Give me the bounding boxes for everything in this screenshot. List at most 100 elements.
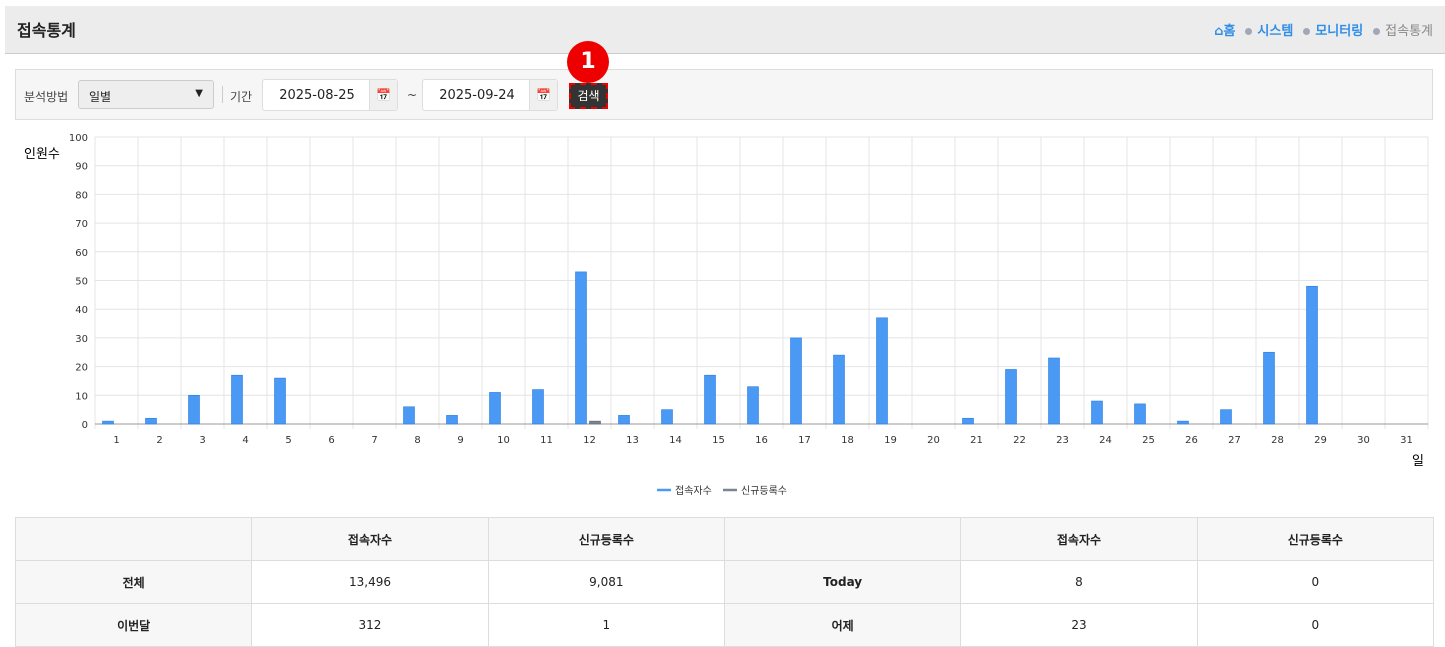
bar-visitors [962,417,974,425]
x-tick-label: 4 [242,435,248,446]
table-row: 이번달 312 1 어제 23 0 [14,603,1435,647]
bar-visitors [274,377,286,425]
header-cell: 신규등록수 [1196,517,1435,561]
bar-visitors [790,337,802,425]
range-separator: ~ [407,88,418,102]
y-tick-label: 40 [75,305,88,316]
bar-visitors [1177,420,1189,425]
bar-visitors [1263,351,1275,425]
x-tick-label: 18 [841,435,854,446]
x-tick-label: 9 [457,435,463,446]
x-tick-label: 6 [328,435,334,446]
x-tick-label: 2 [156,435,162,446]
row-label: Today [723,560,962,604]
bar-visitors [575,271,587,425]
x-tick-label: 25 [1142,435,1155,446]
page-title: 접속통계 [17,21,76,40]
end-date-input[interactable]: 2025-09-24 📅 [422,79,558,111]
x-tick-label: 8 [414,435,420,446]
y-tick-label: 10 [75,391,88,402]
x-tick-label: 30 [1357,435,1370,446]
y-tick-label: 60 [75,248,88,259]
page-header: 접속통계 ⌂홈 시스템 모니터링 접속통계 [5,6,1445,54]
x-tick-label: 11 [540,435,553,446]
y-tick-label: 70 [75,219,88,230]
home-icon: ⌂ [1214,24,1224,39]
x-tick-label: 27 [1228,435,1241,446]
bar-new-registrations [589,420,601,425]
x-tick-label: 17 [798,435,811,446]
bar-visitors [1220,409,1232,425]
x-tick-label: 10 [497,435,510,446]
bar-visitors [1134,403,1146,425]
bar-visitors [403,406,415,425]
search-bar: 분석방법 일별 ▼ 기간 2025-08-25 📅 ~ 2025-09-24 📅 검색 [15,69,1433,120]
y-tick-label: 100 [69,133,88,144]
row-label: 이번달 [14,603,253,647]
bar-visitors [747,386,759,425]
table-header-row: 접속자수 신규등록수 접속자수 신규등록수 [14,517,1435,561]
bar-visitors [661,409,673,425]
bar-visitors [188,394,200,425]
bar-visitors [1306,285,1318,425]
x-tick-label: 22 [1013,435,1026,446]
period-label: 기간 [230,90,253,104]
breadcrumb: ⌂홈 시스템 모니터링 접속통계 [1214,20,1433,39]
y-axis-label: 인원수 [24,147,60,162]
search-button[interactable]: 검색 [569,83,608,109]
dropdown-arrow-icon: ▼ [195,88,203,99]
x-axis-label: 일 [1412,454,1424,469]
bar-visitors [618,415,630,425]
x-tick-label: 14 [669,435,682,446]
x-tick-label: 15 [712,435,725,446]
cell: 1 [487,603,725,647]
header-cell: 접속자수 [960,517,1198,561]
y-tick-label: 90 [75,162,88,173]
cell: 0 [1196,603,1435,647]
header-cell [723,517,962,561]
start-date-input[interactable]: 2025-08-25 📅 [262,79,398,111]
legend-label: 신규등록수 [741,485,787,497]
breadcrumb-system[interactable]: 시스템 [1245,20,1293,39]
table-row: 전체 13,496 9,081 Today 8 0 [14,560,1435,604]
bar-visitors [231,374,243,425]
x-tick-label: 3 [199,435,205,446]
y-tick-label: 20 [75,363,88,374]
row-label: 전체 [14,560,253,604]
breadcrumb-home[interactable]: ⌂홈 [1214,24,1236,39]
method-select[interactable]: 일별 ▼ [78,80,214,109]
row-label: 어제 [723,603,962,647]
calendar-icon[interactable]: 📅 [369,80,397,110]
breadcrumb-current: 접속통계 [1373,20,1433,39]
x-tick-label: 26 [1185,435,1198,446]
bar-visitors [1048,357,1060,425]
breadcrumb-monitoring[interactable]: 모니터링 [1303,20,1363,39]
y-tick-label: 30 [75,334,88,345]
header-cell [14,517,253,561]
bar-visitors [833,354,845,425]
cell: 312 [251,603,489,647]
x-tick-label: 5 [285,435,291,446]
bar-visitors [102,420,114,425]
bar-visitors [704,374,716,425]
x-tick-label: 12 [583,435,596,446]
x-tick-label: 1 [113,435,119,446]
bar-visitors [532,389,544,425]
x-tick-label: 19 [884,435,897,446]
cell: 8 [960,560,1198,604]
calendar-icon[interactable]: 📅 [529,80,557,110]
x-tick-label: 28 [1271,435,1284,446]
bar-visitors [489,392,501,425]
y-tick-label: 0 [82,420,88,431]
x-tick-label: 29 [1314,435,1327,446]
method-label: 분석방법 [24,90,69,104]
cell: 23 [960,603,1198,647]
cell: 0 [1196,560,1435,604]
cell: 13,496 [251,560,489,604]
bar-visitors [876,317,888,425]
y-tick-label: 80 [75,190,88,201]
divider [222,86,223,103]
header-cell: 신규등록수 [487,517,725,561]
x-tick-label: 23 [1056,435,1069,446]
